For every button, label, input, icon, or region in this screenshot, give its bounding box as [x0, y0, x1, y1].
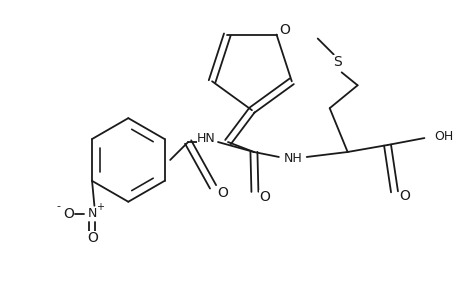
Text: O: O: [63, 207, 74, 221]
Text: O: O: [87, 231, 98, 244]
Text: N: N: [88, 207, 97, 220]
Text: S: S: [333, 56, 341, 69]
Text: -: -: [56, 201, 61, 211]
Text: O: O: [398, 189, 409, 203]
Text: OH: OH: [433, 130, 453, 142]
Text: NH: NH: [283, 152, 302, 166]
Text: HN: HN: [196, 132, 215, 145]
Text: +: +: [96, 202, 104, 212]
Text: O: O: [259, 190, 270, 204]
Text: O: O: [279, 22, 289, 37]
Text: O: O: [217, 186, 228, 200]
